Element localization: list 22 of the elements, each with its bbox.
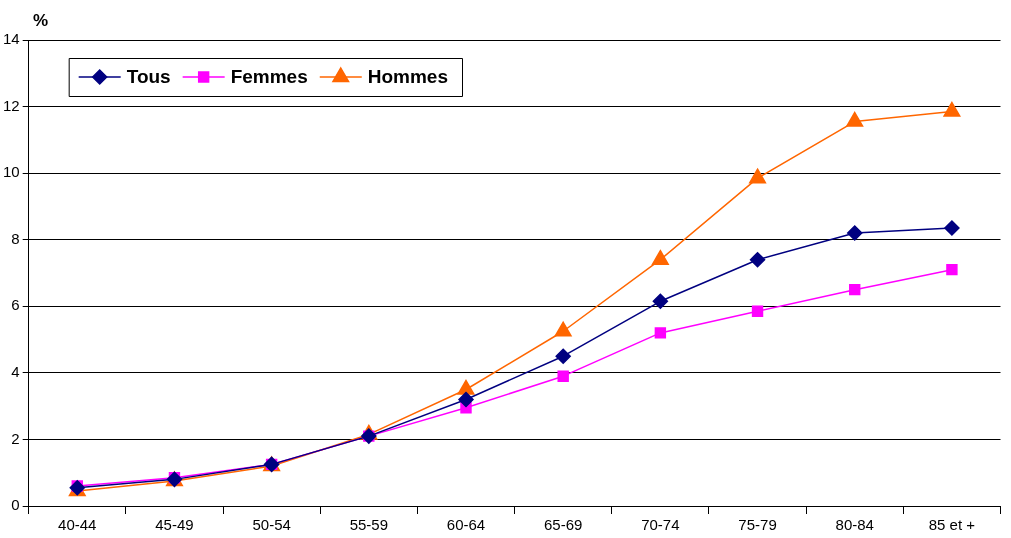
- legend-label: Femmes: [230, 66, 308, 88]
- x-tick-label: 45-49: [155, 516, 194, 534]
- y-tick-label: 4: [11, 363, 20, 380]
- y-tick-label: 10: [3, 163, 20, 181]
- y-axis-title: %: [33, 11, 49, 31]
- y-tick-label: 0: [11, 496, 20, 514]
- x-tick-label: 80-84: [835, 516, 874, 534]
- x-tick-label: 60-64: [446, 516, 486, 534]
- x-tick-label: 65-69: [544, 516, 583, 534]
- y-tick-label: 2: [11, 429, 20, 447]
- x-tick-label: 55-59: [349, 516, 389, 534]
- x-tick-label: 40-44: [58, 516, 97, 534]
- y-tick-label: 14: [3, 30, 20, 48]
- x-tick-label: 85 et +: [928, 516, 976, 534]
- x-tick-label: 50-54: [252, 516, 291, 534]
- legend-label: Hommes: [367, 66, 448, 88]
- y-tick-label: 12: [3, 96, 20, 114]
- x-tick-label: 70-74: [641, 516, 680, 534]
- legend-label: Tous: [126, 66, 171, 88]
- x-tick-label: 75-79: [738, 516, 777, 534]
- y-tick-label: 6: [11, 296, 20, 314]
- y-tick-label: 8: [11, 229, 20, 247]
